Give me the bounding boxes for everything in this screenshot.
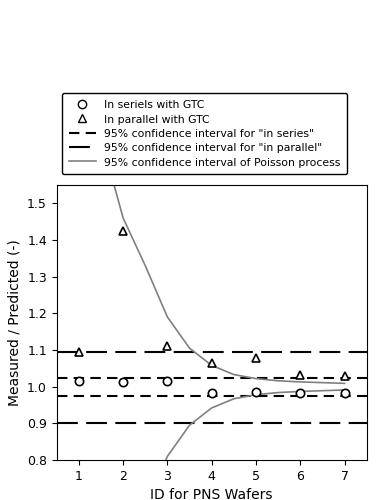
Legend: In seriels with GTC, In parallel with GTC, 95% confidence interval for "in serie: In seriels with GTC, In parallel with GT… (62, 93, 347, 174)
X-axis label: ID for PNS Wafers: ID for PNS Wafers (150, 488, 273, 500)
Y-axis label: Measured / Predicted (-): Measured / Predicted (-) (8, 239, 22, 406)
